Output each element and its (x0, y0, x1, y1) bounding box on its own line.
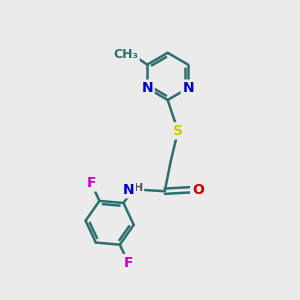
Text: F: F (123, 256, 133, 269)
Text: F: F (86, 176, 96, 190)
Text: S: S (173, 124, 183, 138)
Text: O: O (192, 183, 204, 197)
Text: N: N (123, 183, 134, 197)
Text: CH₃: CH₃ (113, 48, 138, 61)
Text: N: N (182, 81, 194, 95)
Text: H: H (134, 183, 143, 193)
Text: N: N (142, 81, 153, 95)
